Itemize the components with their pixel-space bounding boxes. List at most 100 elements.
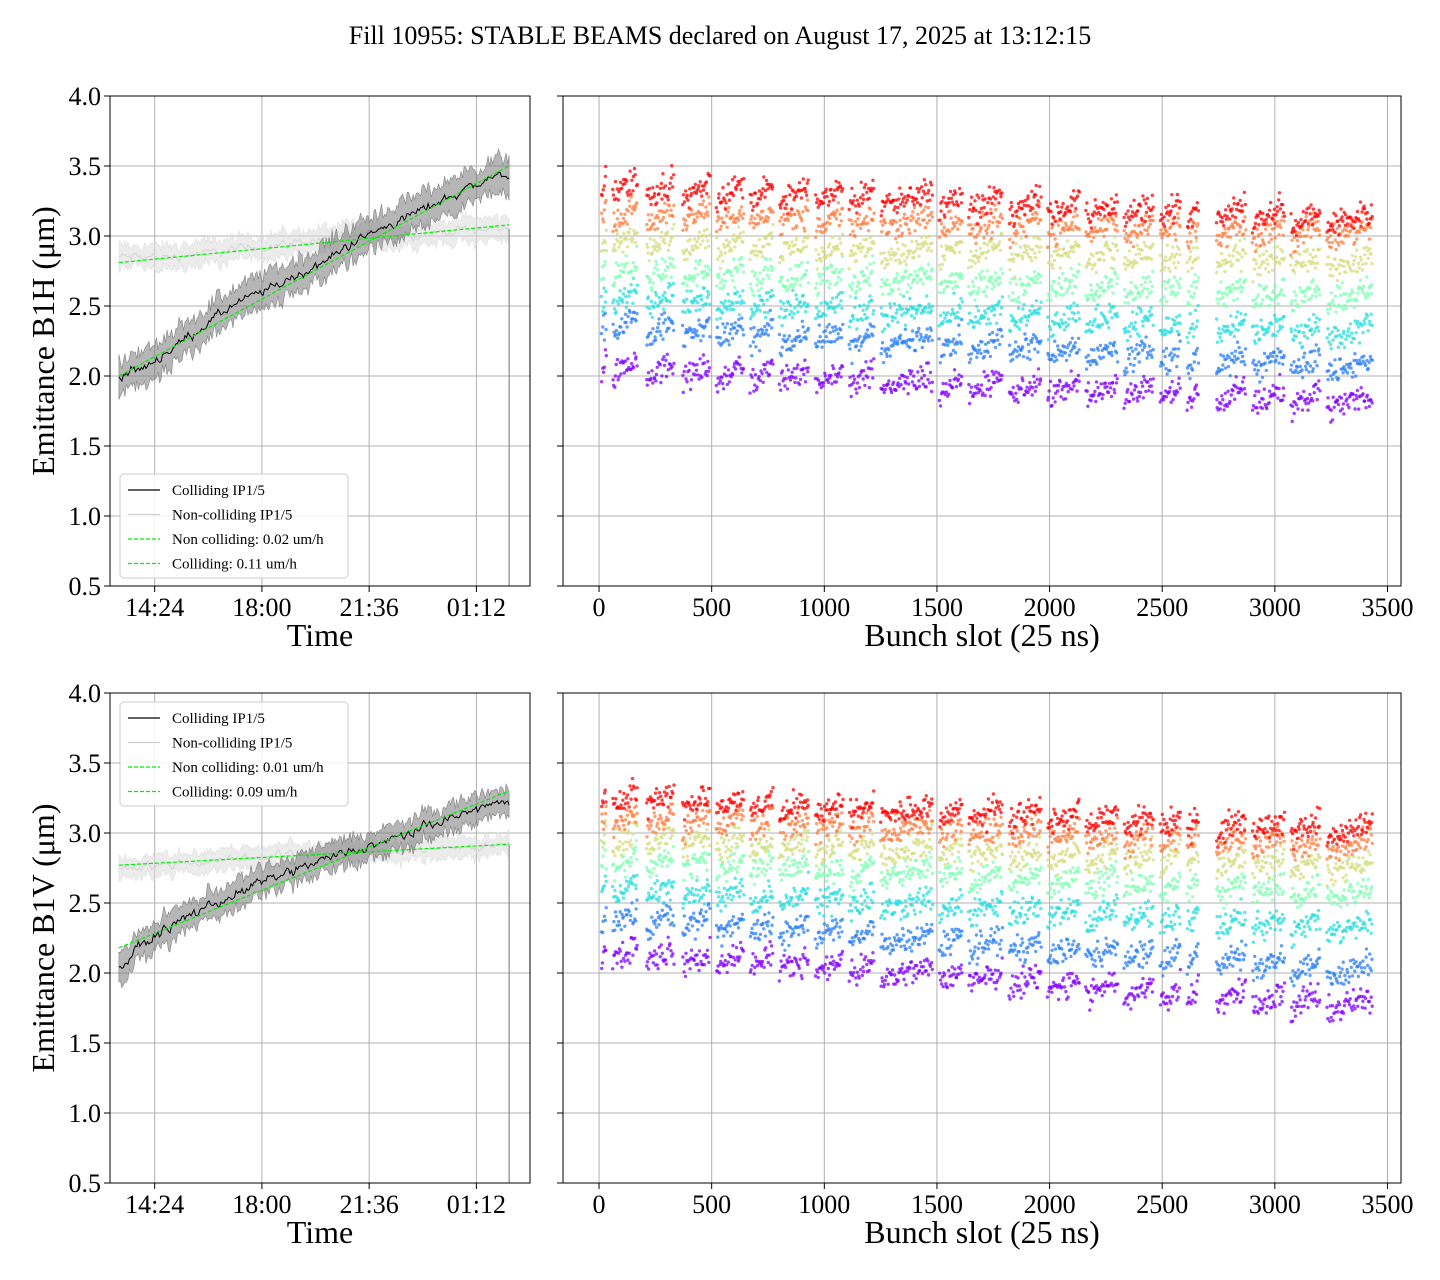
b1h-bunch-point: [1241, 219, 1246, 223]
b1h-bunch-point: [1341, 371, 1345, 375]
b1h-bunch-point: [1256, 214, 1260, 218]
b1h-bunch-point: [1317, 379, 1321, 383]
b1h-bunch-point: [1129, 382, 1133, 386]
b1h-bunch-point: [872, 241, 876, 246]
b1h-bunch-point: [1362, 399, 1367, 403]
b1h-bunch-point: [727, 380, 732, 384]
b1h-bunch-point: [753, 271, 758, 275]
b1h-bunch-point: [985, 285, 989, 289]
b1h-bunch-point: [1144, 389, 1148, 394]
b1h-bunch-point: [953, 191, 958, 195]
b1h-bunch-point: [685, 283, 689, 288]
b1h-bunch-point: [648, 278, 653, 282]
b1h-bunch-point: [757, 237, 761, 242]
b1h-bunch-point: [886, 197, 890, 201]
b1h-bunch-point: [918, 247, 922, 251]
b1h-bunch-point: [903, 323, 908, 327]
b1h-bunch-point: [1011, 291, 1015, 295]
b1h-bunch-point: [889, 338, 894, 342]
b1h-bunch-point: [1077, 227, 1082, 232]
b1h-bunch-point: [619, 325, 623, 329]
b1h-bunch-point: [633, 205, 638, 210]
b1h-bunch-point: [715, 284, 719, 288]
b1h-bunch-point: [1214, 221, 1219, 225]
b1h-bunch-point: [1133, 223, 1137, 227]
b1h-bunch-point: [871, 333, 875, 338]
b1h-bunch-point: [663, 259, 667, 263]
b1h-bunch-point: [925, 327, 929, 331]
b1h-bunch-point: [1134, 252, 1138, 257]
b1h-bunch-point: [780, 255, 784, 259]
b1h-bunch-point: [1235, 297, 1239, 301]
b1h-bunch-point: [797, 212, 801, 217]
b1h-bunch-point: [621, 300, 625, 304]
b1h-bunch-point: [852, 377, 857, 381]
b1h-bunch-point: [994, 279, 999, 284]
b1h-bunch-point: [696, 272, 700, 277]
b1h-bunch-point: [868, 236, 872, 240]
b1h-bunch-point: [603, 311, 607, 315]
b1h-bunch-point: [794, 338, 798, 343]
b1h-bunch-point: [729, 270, 733, 274]
b1h-bunch-point: [617, 189, 621, 194]
b1h-bunch-point: [1308, 286, 1312, 290]
b1h-bunch-point: [684, 297, 689, 301]
b1h-bunch-point: [1064, 397, 1068, 401]
b1h-bunch-point: [1064, 358, 1069, 363]
b1h-bunch-point: [623, 312, 628, 316]
b1h-bunch-point: [1171, 245, 1175, 249]
b1h-bunch-point: [1129, 321, 1134, 326]
b1h-bunch-point: [848, 294, 853, 299]
b1h-bunch-point: [1016, 295, 1021, 300]
b1h-bunch-point: [976, 351, 980, 355]
b1h-bunch-point: [818, 275, 822, 279]
b1h-bunch-point: [1193, 229, 1198, 233]
b1h-bunch-point: [1226, 364, 1231, 369]
b1h-bunch-point: [1170, 329, 1174, 333]
b1h-bunch-point: [786, 287, 791, 291]
b1h-bunch-point: [1293, 218, 1298, 223]
b1h-bunch-point: [707, 195, 711, 199]
b1h-bunch-point: [796, 363, 800, 367]
b1h-bunch-point: [999, 377, 1003, 382]
b1h-bunch-point: [1122, 228, 1126, 233]
b1h-bunch-point: [1104, 240, 1109, 244]
b1h-bunch-point: [1093, 198, 1097, 202]
b1h-bunch-point: [1074, 319, 1078, 323]
b1h-bunch-point: [1015, 397, 1019, 402]
b1h-bunch-point: [756, 332, 760, 336]
b1h-bunch-point: [613, 385, 617, 389]
b1h-bunch-point: [1102, 234, 1106, 239]
b1h-bunch-point: [1302, 389, 1306, 394]
b1h-bunch-point: [1060, 286, 1064, 290]
b1h-bunch-point: [1150, 390, 1154, 394]
b1h-bunch-point: [1342, 329, 1346, 333]
b1h-bunch-point: [869, 247, 873, 251]
b1h-bunch-point: [603, 174, 608, 179]
b1h-bunch-point: [624, 254, 628, 258]
b1h-bunch-point: [623, 286, 627, 291]
b1h-bunch-point: [794, 293, 798, 297]
b1h-bunch-point: [727, 240, 732, 244]
b1h-bunch-point: [1067, 353, 1072, 357]
b1h-bunch-point: [977, 348, 982, 352]
b1h-bunch-point: [1008, 245, 1013, 250]
b1h-bunch-point: [695, 240, 699, 244]
b1h-bunch-point: [1175, 192, 1180, 197]
b1h-time-colliding-band: [118, 148, 510, 400]
b1h-bunch-point: [1370, 401, 1374, 405]
b1h-bunch-point: [1098, 257, 1103, 261]
b1h-bunch-point: [917, 384, 922, 389]
b1h-bunch-point: [1010, 252, 1014, 256]
b1h-bunch-point: [883, 387, 888, 392]
b1h-bunch-point: [1084, 293, 1088, 298]
b1h-bunch-point: [1335, 399, 1340, 403]
b1h-bunch-point: [1270, 354, 1275, 359]
b1h-bunch-point: [928, 198, 932, 202]
b1h-bunch-point: [749, 286, 753, 291]
b1h-bunch-point: [1115, 314, 1120, 319]
b1h-bunch-point: [666, 248, 671, 253]
b1h-bunch-point: [655, 267, 660, 272]
b1h-bunch-point: [1219, 264, 1223, 268]
b1h-bunch-point: [910, 380, 915, 384]
